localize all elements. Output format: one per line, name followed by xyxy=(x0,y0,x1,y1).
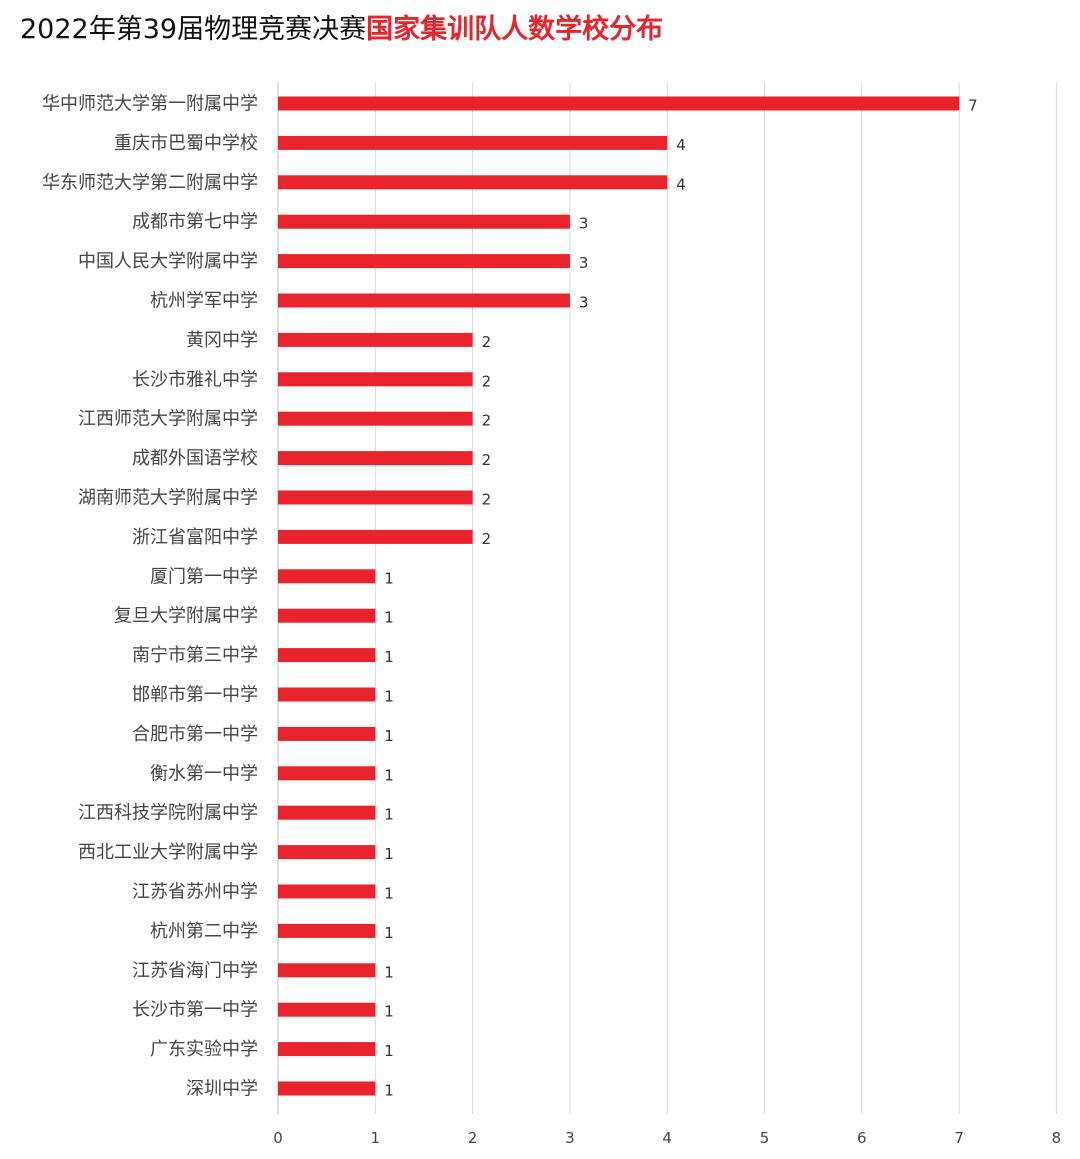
x-tick-label: 2 xyxy=(468,1129,478,1147)
category-label: 长沙市雅礼中学 xyxy=(132,369,258,390)
bar xyxy=(278,1002,376,1017)
category-label: 成都外国语学校 xyxy=(132,448,258,469)
gridlines xyxy=(277,82,1057,1114)
category-label: 长沙市第一中学 xyxy=(132,1000,258,1021)
x-tick-label: 4 xyxy=(662,1129,672,1147)
x-tick-label: 1 xyxy=(371,1129,381,1147)
x-axis-tick-labels: 0 1 2 3 4 5 6 7 8 xyxy=(273,1129,1061,1147)
bar xyxy=(278,490,473,505)
bar xyxy=(278,726,376,741)
bar xyxy=(278,135,668,150)
bar xyxy=(278,1042,376,1057)
bars xyxy=(278,96,960,1096)
bar xyxy=(278,569,376,584)
bar xyxy=(278,332,473,347)
category-label: 西北工业大学附属中学 xyxy=(78,842,258,863)
value-label: 3 xyxy=(579,254,589,272)
x-tick-label: 7 xyxy=(954,1129,964,1147)
value-label: 4 xyxy=(676,136,686,154)
category-label: 中国人民大学附属中学 xyxy=(78,251,258,272)
category-label: 合肥市第一中学 xyxy=(132,724,258,745)
bar xyxy=(278,451,473,466)
category-label: 成都市第七中学 xyxy=(132,212,258,233)
value-label: 2 xyxy=(482,530,492,548)
value-label: 1 xyxy=(384,766,394,784)
category-label: 华中师范大学第一附属中学 xyxy=(42,94,258,115)
bar xyxy=(278,372,473,387)
category-label: 浙江省富阳中学 xyxy=(132,527,258,548)
category-labels: 华中师范大学第一附属中学重庆市巴蜀中学校华东师范大学第二附属中学成都市第七中学中… xyxy=(42,94,258,1100)
value-label: 1 xyxy=(384,688,394,706)
value-label: 1 xyxy=(384,1003,394,1021)
bar xyxy=(278,884,376,899)
value-label: 4 xyxy=(676,175,686,193)
value-label: 1 xyxy=(384,806,394,824)
bar xyxy=(278,805,376,820)
bar xyxy=(278,293,570,308)
x-tick-label: 3 xyxy=(565,1129,575,1147)
value-labels: 7 4 4 3 3 3 2 2 2 2 2 2 1 1 1 1 1 1 1 1 1 1 1 1 1 1 xyxy=(384,97,977,1100)
x-tick-label: 6 xyxy=(857,1129,867,1147)
category-label: 重庆市巴蜀中学校 xyxy=(114,133,258,154)
value-label: 1 xyxy=(384,1082,394,1100)
bar xyxy=(278,175,668,190)
category-label: 衡水第一中学 xyxy=(150,763,258,784)
value-label: 1 xyxy=(384,963,394,981)
value-label: 3 xyxy=(579,215,589,233)
bar xyxy=(278,845,376,860)
value-label: 1 xyxy=(384,727,394,745)
category-label: 深圳中学 xyxy=(186,1079,258,1100)
category-label: 黄冈中学 xyxy=(186,330,258,351)
value-label: 2 xyxy=(482,333,492,351)
bar xyxy=(278,687,376,702)
bar xyxy=(278,648,376,663)
value-label: 1 xyxy=(384,1042,394,1060)
category-label: 江西师范大学附属中学 xyxy=(78,409,258,430)
value-label: 2 xyxy=(482,451,492,469)
category-label: 厦门第一中学 xyxy=(150,566,258,587)
value-label: 2 xyxy=(482,412,492,430)
category-label: 杭州学军中学 xyxy=(150,291,258,312)
value-label: 1 xyxy=(384,845,394,863)
category-label: 南宁市第三中学 xyxy=(132,645,258,666)
bar xyxy=(278,96,960,111)
x-tick-label: 8 xyxy=(1052,1129,1062,1147)
category-label: 广东实验中学 xyxy=(150,1039,258,1060)
value-label: 7 xyxy=(968,97,978,115)
value-label: 1 xyxy=(384,924,394,942)
bar xyxy=(278,529,473,544)
value-label: 1 xyxy=(384,648,394,666)
x-tick-label: 0 xyxy=(273,1129,283,1147)
category-label: 邯郸市第一中学 xyxy=(132,685,258,706)
bar xyxy=(278,923,376,938)
bar xyxy=(278,766,376,781)
chart-title-main: 2022年第39届物理竞赛决赛 xyxy=(20,14,367,45)
value-label: 1 xyxy=(384,609,394,627)
value-label: 2 xyxy=(482,491,492,509)
x-tick-label: 5 xyxy=(760,1129,770,1147)
category-label: 江苏省海门中学 xyxy=(132,960,258,981)
bar xyxy=(278,214,570,229)
chart-title: 2022年第39届物理竞赛决赛国家集训队人数学校分布 xyxy=(20,12,663,48)
category-label: 湖南师范大学附属中学 xyxy=(78,488,258,509)
bar xyxy=(278,1081,376,1096)
value-label: 1 xyxy=(384,885,394,903)
bar xyxy=(278,963,376,978)
chart-title-highlight: 国家集训队人数学校分布 xyxy=(366,14,664,45)
value-label: 2 xyxy=(482,372,492,390)
value-label: 3 xyxy=(579,294,589,312)
category-label: 江西科技学院附属中学 xyxy=(78,803,258,824)
bar xyxy=(278,608,376,623)
value-label: 1 xyxy=(384,569,394,587)
bar xyxy=(278,254,570,269)
category-label: 复旦大学附属中学 xyxy=(114,606,258,627)
category-label: 江苏省苏州中学 xyxy=(132,882,258,903)
category-label: 华东师范大学第二附属中学 xyxy=(42,172,258,193)
category-label: 杭州第二中学 xyxy=(150,921,258,942)
bar xyxy=(278,411,473,426)
